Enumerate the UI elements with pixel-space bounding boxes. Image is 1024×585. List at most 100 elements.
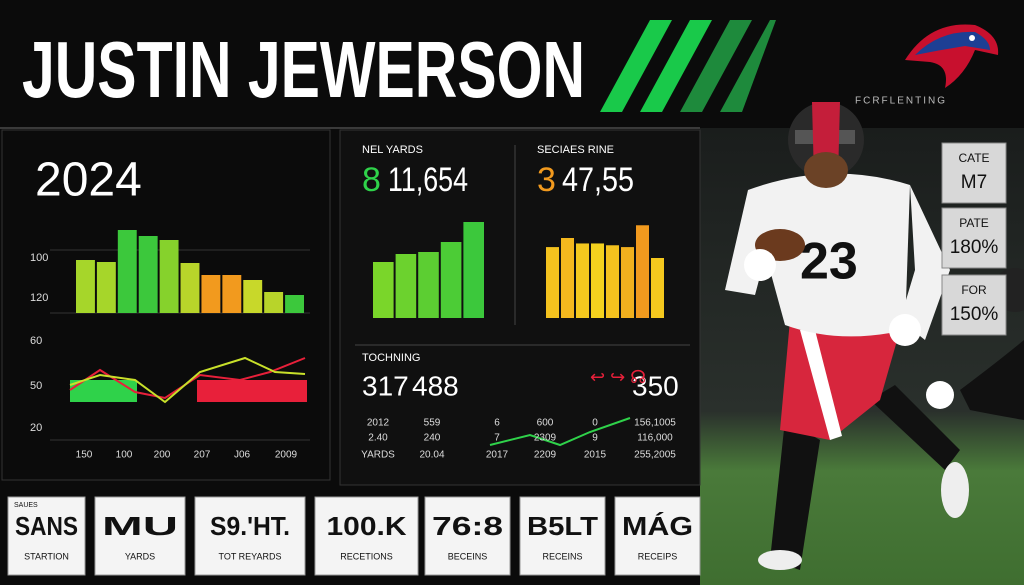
stat-label: YARDS — [125, 551, 155, 561]
y-tick-label: 60 — [30, 335, 42, 347]
x-tick-label: 150 — [76, 450, 93, 461]
stat-label: CATE — [958, 151, 989, 165]
y-tick-label: 50 — [30, 380, 42, 392]
big-number: 350 — [632, 370, 679, 401]
glyph-decoration: ↩ ↪ ☊ — [590, 367, 646, 387]
rank: 3 — [537, 161, 556, 199]
stat-value: 76:8 — [432, 511, 503, 541]
y-tick-label: 20 — [30, 422, 42, 434]
bar — [576, 243, 589, 318]
stat-box — [941, 207, 1007, 269]
bar — [201, 275, 221, 313]
title: JUSTIN JEWERSON — [22, 25, 585, 114]
total: 11,654 — [388, 161, 468, 199]
stat-label: RECEINS — [542, 551, 582, 561]
table-cell: 0 — [592, 418, 598, 429]
table-cell: 2.40 — [368, 433, 388, 444]
stat-box — [519, 496, 606, 576]
stat-value: 180% — [950, 237, 999, 258]
table-cell: 7 — [494, 433, 500, 444]
jersey-number: 23 — [800, 233, 858, 291]
bar — [651, 258, 664, 318]
table-cell: 9 — [592, 433, 598, 444]
table-cell: 2015 — [584, 450, 607, 461]
stat-label: PATE — [959, 216, 989, 230]
big-number: 317 — [362, 370, 409, 401]
table-cell: 559 — [424, 418, 441, 429]
stat-label: STARTION — [24, 551, 69, 561]
stat-label: TOT REYARDS — [218, 551, 281, 561]
stat-value: M7 — [961, 172, 987, 193]
panel-label: NEL YARDS — [362, 144, 423, 156]
stripes — [600, 20, 776, 112]
bar — [418, 252, 439, 318]
table-cell: YARDS — [361, 450, 395, 461]
bar — [561, 238, 574, 318]
table-cell: 240 — [424, 433, 441, 444]
trend-decoration — [489, 417, 631, 447]
panel-label: SECIAES RINE — [537, 144, 614, 156]
stat-value: 100.K — [327, 511, 407, 541]
stat-value: MU — [102, 511, 178, 541]
bar — [285, 295, 304, 313]
stat-value: MÁG — [622, 511, 693, 541]
bar — [373, 262, 394, 318]
stat-box — [941, 142, 1007, 204]
table-cell: 2309 — [534, 433, 557, 444]
stat-tag: SAUES — [14, 502, 38, 509]
player: 23 — [725, 102, 1024, 570]
x-tick-label: 207 — [194, 450, 211, 461]
stat-label: FOR — [961, 283, 987, 297]
bar — [264, 292, 284, 313]
table-cell: 2012 — [367, 418, 390, 429]
x-tick-label: 100 — [116, 450, 133, 461]
bar — [222, 275, 242, 313]
bar — [606, 245, 619, 318]
bar — [440, 242, 462, 318]
table-cell: 255,2005 — [634, 450, 676, 461]
x-tick-label: 2009 — [275, 450, 298, 461]
stat-label: BECEINS — [448, 551, 488, 561]
table-cell: 156,1005 — [634, 418, 676, 429]
year: 2024 — [35, 154, 142, 207]
stat-box — [7, 496, 86, 576]
bar — [621, 247, 634, 318]
brand: FCRFLENTING — [855, 96, 947, 107]
stat-label: RECETIONS — [340, 551, 393, 561]
logo — [905, 24, 999, 88]
bar — [180, 263, 200, 313]
table-cell: 2209 — [534, 450, 557, 461]
panel-label: TOCHNING — [362, 352, 420, 364]
stat-value: 150% — [950, 304, 999, 325]
bar — [76, 260, 95, 313]
stat-box — [424, 496, 511, 576]
table-cell: 6 — [494, 418, 500, 429]
table-cell: 116,000 — [637, 433, 673, 444]
stat-box — [614, 496, 701, 576]
left-panel — [1, 129, 331, 481]
table-cell: 2017 — [486, 450, 509, 461]
table-cell: 20.04 — [419, 450, 444, 461]
stat-label: RECEIPS — [638, 551, 678, 561]
big-number: 488 — [412, 370, 459, 401]
stat-box — [94, 496, 186, 576]
x-tick-label: 200 — [154, 450, 171, 461]
stat-box — [194, 496, 306, 576]
bar — [96, 262, 116, 313]
stat-value: SANS — [15, 511, 78, 541]
bar — [395, 254, 417, 318]
stat-box — [314, 496, 419, 576]
stat-value: S9.'HT. — [210, 511, 290, 541]
bar — [243, 280, 263, 313]
bar — [636, 225, 649, 318]
y-tick-label: 120 — [30, 292, 48, 304]
bar — [546, 247, 559, 318]
x-tick-label: J06 — [234, 450, 251, 461]
table-cell: 600 — [537, 418, 554, 429]
line-chart-decoration — [69, 356, 307, 404]
bar — [463, 222, 484, 318]
total: 47,55 — [562, 161, 634, 199]
rank: 8 — [362, 161, 381, 199]
bar — [138, 236, 158, 313]
stat-box — [941, 274, 1007, 336]
